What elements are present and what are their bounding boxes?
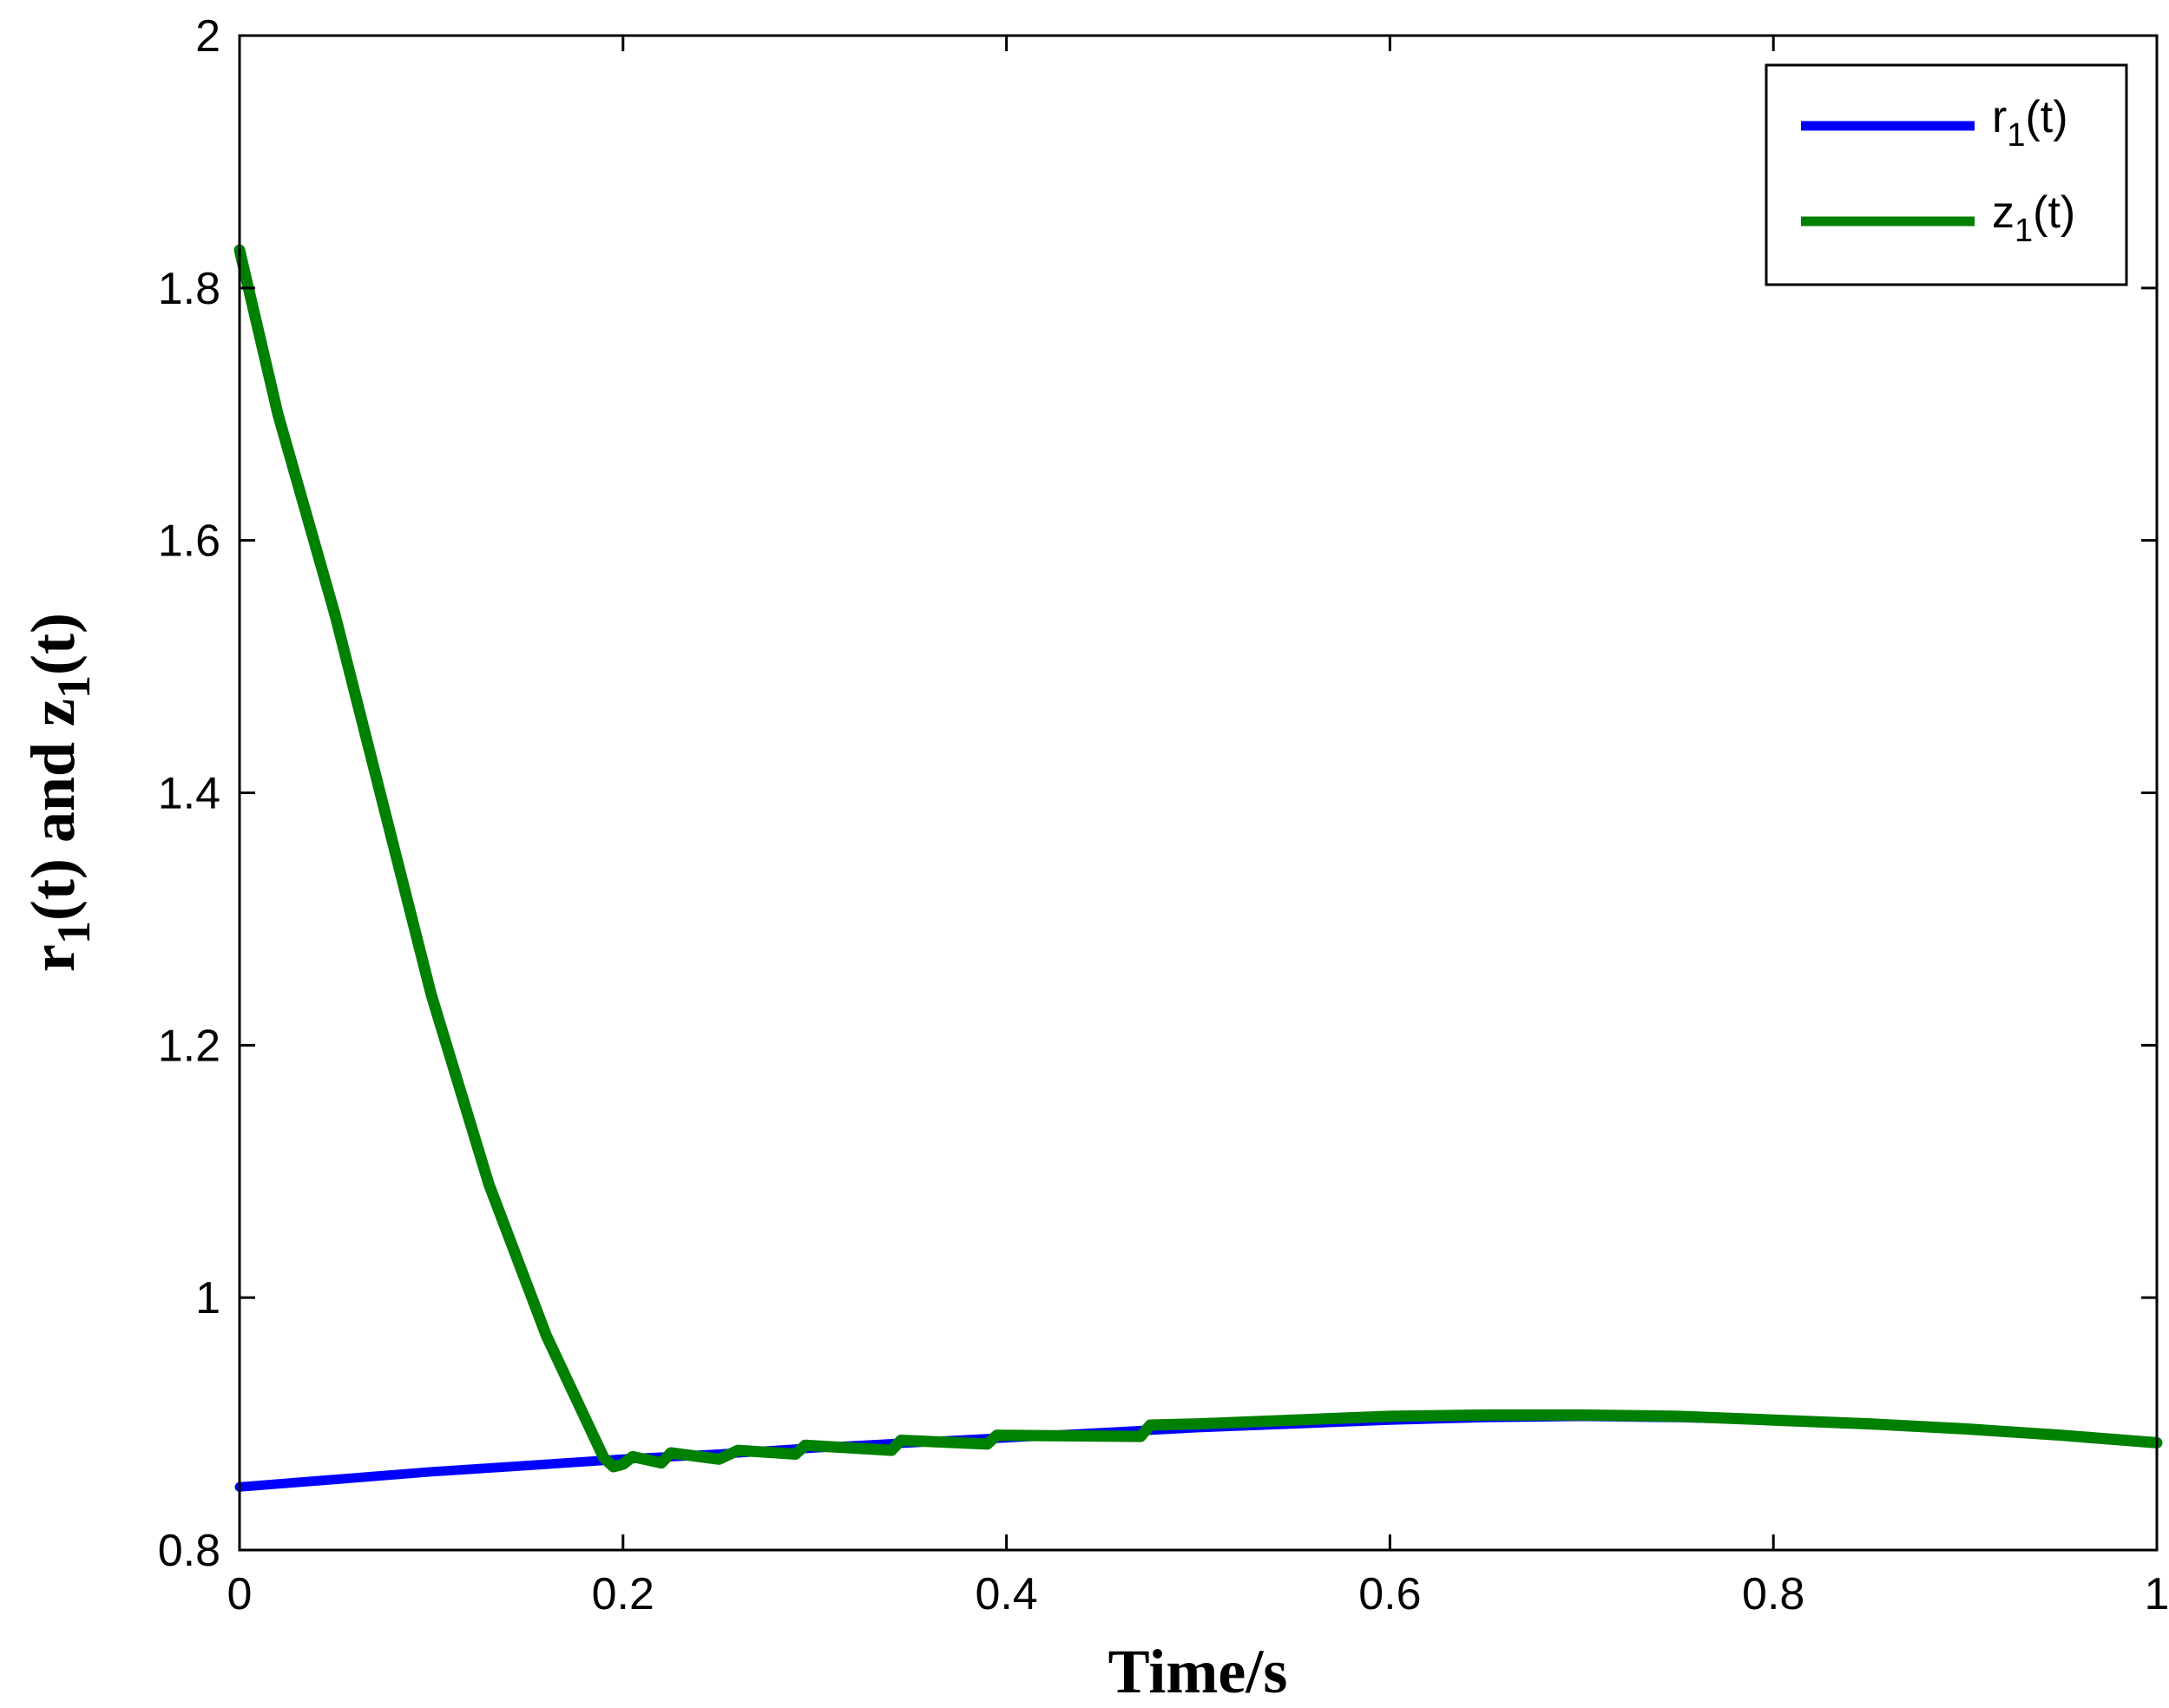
series-layer <box>233 244 2163 1492</box>
y-tick-label: 0.8 <box>158 1526 220 1576</box>
y-axis-title-part-3: (t) <box>18 613 88 675</box>
y-axis-title-part-1: r <box>18 944 88 972</box>
x-tick-label: 0.6 <box>1358 1569 1421 1619</box>
y-tick-label: 1.2 <box>158 1021 220 1071</box>
x-tick-label: 0 <box>227 1569 253 1619</box>
x-tick-label: 0.2 <box>592 1569 654 1619</box>
legend-entry-z1-sub: 1 <box>2015 213 2033 249</box>
series-line-z1 <box>233 244 2163 1473</box>
tick-layer: 0 0.2 0.4 0.6 0.8 1 0.8 1 1.2 1.4 1.6 1.8 2 <box>158 11 2169 1619</box>
y-tick-label: 1.4 <box>158 769 220 819</box>
legend-entry-z1-main: z <box>1992 187 2015 238</box>
x-axis-title: Time/s <box>1108 1637 1288 1706</box>
y-axis-title: r1(t) and z1(t) <box>18 613 100 972</box>
y-axis-title-part-2: (t) and z <box>18 699 88 921</box>
y-tick-label: 1 <box>195 1273 220 1324</box>
legend-entry-z1-suffix: (t) <box>2033 187 2075 238</box>
y-tick-label: 1.8 <box>158 264 220 314</box>
legend-entry-r1-suffix: (t) <box>2025 92 2067 142</box>
legend-entry-r1-sub: 1 <box>2007 117 2025 154</box>
legend-box <box>1765 63 2128 286</box>
y-tick-label: 1.6 <box>158 516 220 567</box>
x-tick-label: 1 <box>2145 1569 2169 1619</box>
y-axis-title-sub-1: 1 <box>48 921 100 944</box>
x-tick-label: 0.4 <box>975 1569 1037 1619</box>
x-tick-label: 0.8 <box>1742 1569 1804 1619</box>
y-tick-label: 2 <box>195 11 220 62</box>
legend-entry-z1: z1(t) <box>1992 187 2075 249</box>
legend: r1(t) z1(t) <box>1765 63 2128 286</box>
plot-area <box>240 36 2157 1550</box>
y-axis-title-sub-2: 1 <box>48 675 100 699</box>
legend-entry-r1-main: r <box>1992 92 2007 142</box>
legend-entry-r1: r1(t) <box>1992 92 2068 154</box>
